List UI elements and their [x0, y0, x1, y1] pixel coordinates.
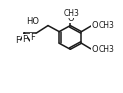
Text: F: F	[15, 36, 20, 45]
Text: O: O	[92, 45, 98, 54]
Text: CH3: CH3	[99, 45, 115, 54]
Text: HO: HO	[26, 17, 39, 26]
Text: O: O	[92, 21, 98, 30]
Text: O: O	[67, 14, 74, 23]
Text: CH3: CH3	[63, 9, 79, 18]
Text: F: F	[30, 33, 35, 42]
Text: CH3: CH3	[99, 21, 115, 30]
Text: F: F	[22, 35, 27, 44]
